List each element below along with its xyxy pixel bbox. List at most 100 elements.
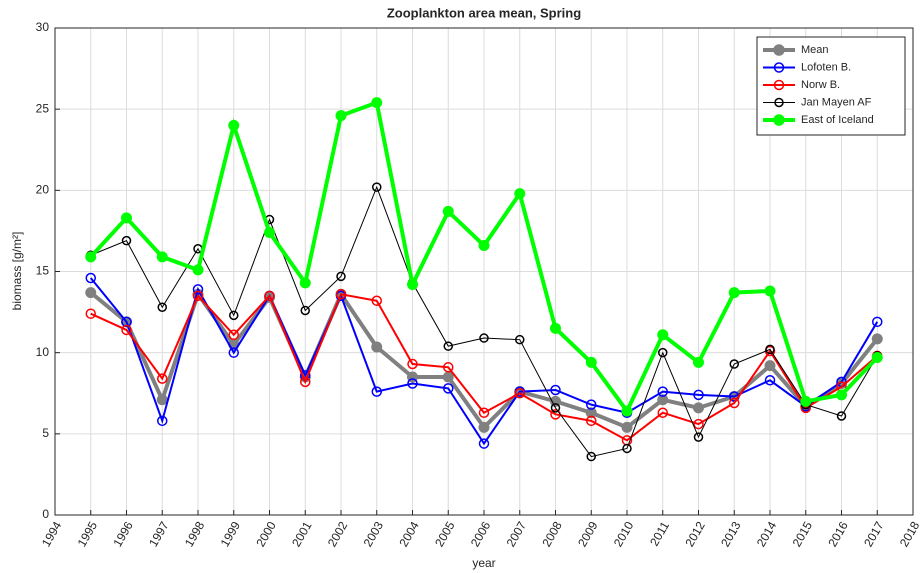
legend-label: Lofoten B.: [801, 61, 851, 73]
data-point: [657, 394, 669, 406]
data-point: [514, 188, 526, 200]
y-tick-label: 0: [42, 507, 49, 521]
y-tick-label: 25: [36, 101, 50, 115]
data-point: [443, 383, 454, 394]
data-point: [586, 415, 597, 427]
data-point: [657, 329, 669, 341]
data-point: [729, 359, 739, 369]
legend-label: East of Iceland: [801, 114, 874, 126]
data-point: [228, 119, 240, 131]
data-point: [621, 421, 633, 433]
data-point: [157, 302, 167, 312]
data-point: [85, 308, 96, 319]
data-point: [121, 324, 132, 336]
data-point: [871, 352, 883, 364]
data-point: [585, 356, 597, 368]
data-point: [336, 271, 346, 282]
data-point: [372, 182, 382, 192]
y-tick-label: 10: [36, 345, 50, 359]
data-point: [836, 389, 847, 401]
data-point: [228, 329, 239, 341]
data-point: [586, 451, 596, 462]
data-point: [728, 287, 740, 299]
data-point: [693, 432, 704, 442]
data-point: [693, 389, 704, 401]
data-point: [156, 251, 168, 263]
data-point: [442, 205, 454, 217]
data-point: [478, 407, 490, 418]
legend-marker: [773, 44, 785, 56]
data-point: [479, 333, 489, 343]
axes-box: [54, 27, 914, 516]
data-point: [586, 399, 597, 410]
data-point: [156, 394, 168, 406]
data-point: [443, 341, 453, 351]
data-point: [192, 264, 204, 276]
data-point: [622, 443, 632, 454]
legend-marker: [774, 97, 784, 108]
data-point: [621, 405, 633, 417]
data-point: [443, 362, 454, 373]
data-point: [157, 415, 168, 427]
data-point: [478, 240, 490, 252]
data-point: [478, 438, 490, 449]
y-tick-label: 5: [42, 426, 49, 440]
data-point: [800, 395, 812, 407]
legend-label: Mean: [801, 44, 829, 56]
data-point: [836, 411, 847, 421]
data-point: [300, 305, 310, 316]
data-point: [764, 375, 776, 386]
data-point: [228, 347, 239, 358]
data-point: [693, 356, 704, 368]
data-point: [872, 316, 883, 328]
data-point: [442, 371, 454, 383]
data-point: [657, 386, 668, 397]
data-point: [121, 212, 132, 224]
series-line: [89, 277, 879, 446]
legend-label: Norw B.: [801, 79, 840, 91]
data-point: [729, 397, 740, 409]
x-axis-label: year: [472, 556, 495, 570]
legend-marker: [773, 62, 785, 73]
legend-label: Jan Mayen AF: [801, 96, 872, 108]
data-point: [157, 373, 168, 384]
data-point: [407, 278, 418, 290]
data-point: [121, 316, 132, 328]
data-point: [585, 407, 597, 419]
chart-title: Zooplankton area mean, Spring: [387, 5, 581, 20]
data-point: [371, 341, 383, 353]
data-point: [85, 251, 97, 263]
legend-marker: [773, 79, 785, 91]
data-point: [371, 97, 383, 109]
y-axis-label: biomass [g/m²]: [10, 232, 24, 311]
data-point: [300, 376, 311, 388]
data-point: [264, 290, 275, 302]
data-point: [85, 272, 96, 284]
data-point: [550, 322, 561, 334]
data-point: [765, 344, 775, 355]
data-point: [335, 110, 347, 122]
data-point: [514, 388, 525, 399]
data-point: [515, 334, 525, 345]
data-point: [693, 418, 704, 430]
data-point: [299, 277, 311, 289]
series-line: [90, 185, 878, 458]
data-point: [85, 287, 97, 299]
data-point: [871, 333, 883, 345]
data-point: [764, 285, 776, 297]
series-line: [90, 293, 878, 442]
data-point: [550, 384, 561, 396]
data-point: [371, 295, 382, 306]
data-point: [229, 310, 239, 321]
data-point: [335, 288, 347, 300]
data-point: [371, 386, 382, 397]
data-point: [192, 284, 204, 295]
y-tick-label: 15: [36, 264, 50, 278]
legend-marker: [773, 114, 785, 126]
data-point: [121, 235, 132, 246]
data-point: [657, 407, 668, 418]
data-point: [658, 347, 668, 358]
data-point: [550, 403, 561, 413]
data-point: [693, 402, 704, 414]
